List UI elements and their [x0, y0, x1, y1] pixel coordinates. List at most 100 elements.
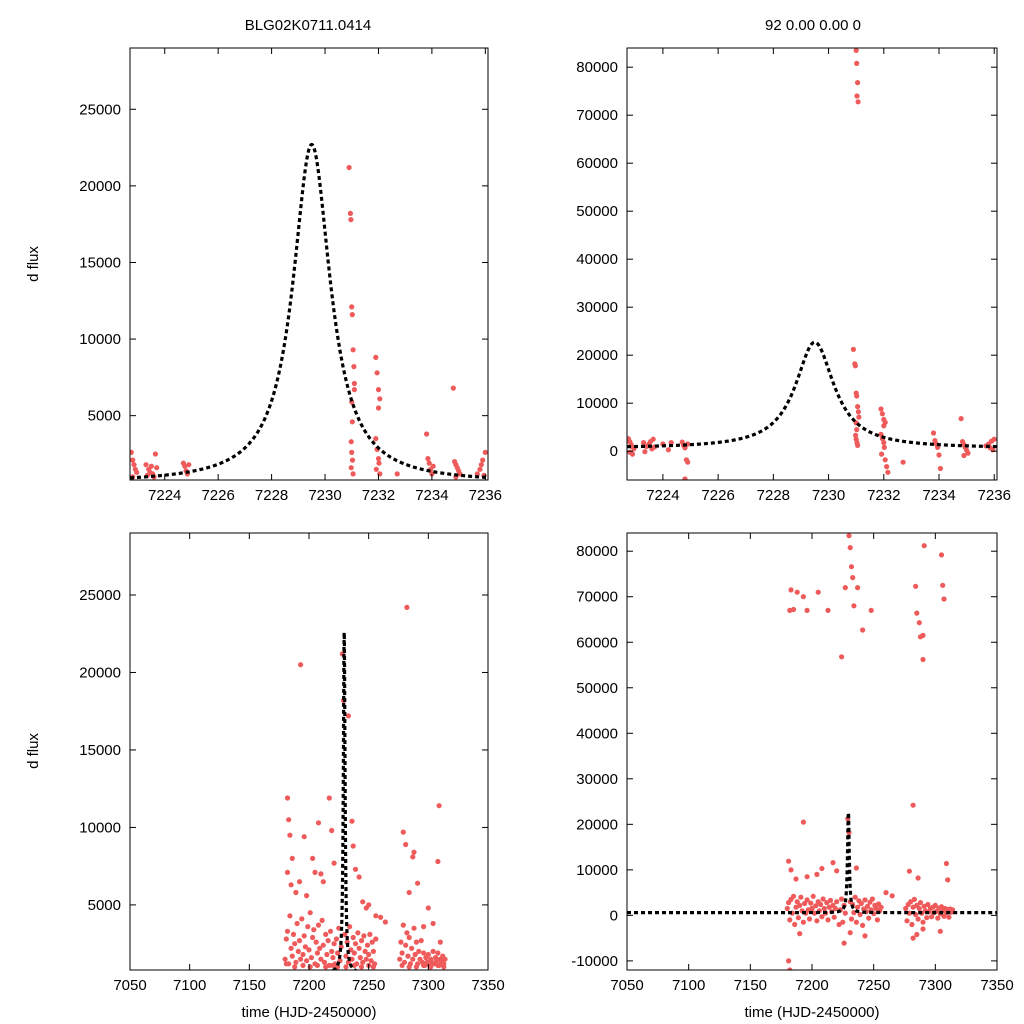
data-point	[797, 931, 803, 937]
data-point	[298, 662, 304, 668]
y-axis-label: d flux	[25, 733, 42, 769]
data-point	[352, 941, 359, 947]
data-point	[370, 964, 376, 970]
data-point	[310, 934, 316, 941]
plot-frame	[129, 532, 489, 971]
data-point	[349, 304, 355, 310]
plot-frame	[129, 47, 489, 481]
data-point	[317, 945, 323, 951]
data-point	[399, 950, 405, 956]
data-point	[958, 416, 964, 422]
data-point	[935, 915, 941, 921]
x-tick-label: 7224	[646, 487, 679, 504]
data-point	[811, 910, 818, 916]
data-point	[329, 827, 335, 834]
data-point	[841, 940, 847, 946]
data-point	[800, 919, 807, 925]
data-point	[304, 893, 310, 899]
data-point	[852, 363, 859, 369]
data-point	[307, 964, 313, 970]
data-point	[862, 933, 868, 939]
data-point	[804, 874, 810, 880]
data-point	[394, 471, 400, 477]
x-tick-label: 7234	[415, 487, 448, 504]
data-point	[286, 817, 292, 823]
data-point	[413, 964, 419, 970]
y-tick-label: 0	[610, 907, 618, 924]
data-point	[331, 860, 337, 866]
data-point	[292, 941, 298, 947]
data-point	[352, 866, 359, 872]
plot-area	[282, 604, 448, 970]
data-point	[424, 431, 430, 437]
data-point	[879, 451, 885, 457]
data-point	[289, 855, 295, 862]
y-tick-label: 10000	[576, 395, 618, 412]
y-tick-label: 20000	[79, 178, 121, 195]
x-axis-label: time (HJD-2450000)	[241, 1004, 376, 1021]
data-point	[855, 904, 861, 910]
data-point	[869, 896, 876, 902]
data-point	[825, 917, 831, 923]
data-point	[881, 444, 887, 450]
data-point	[916, 620, 922, 626]
x-tick-label: 7200	[292, 977, 325, 994]
plot-area	[627, 48, 997, 480]
data-point	[854, 427, 860, 433]
data-point	[929, 914, 935, 920]
data-point	[878, 904, 884, 910]
y-tick-label: 20000	[576, 347, 618, 364]
data-point	[351, 380, 357, 387]
data-point	[300, 951, 306, 958]
data-point	[410, 854, 416, 860]
data-point	[834, 868, 840, 874]
data-point	[421, 950, 427, 956]
data-point	[815, 589, 821, 595]
data-point	[904, 918, 910, 924]
data-point	[435, 858, 441, 865]
data-point	[804, 897, 810, 903]
data-point	[852, 894, 858, 900]
data-point	[349, 457, 356, 463]
data-point	[375, 387, 382, 393]
data-point	[685, 459, 691, 465]
data-point	[358, 938, 365, 944]
data-point	[293, 889, 299, 896]
x-tick-label: 7100	[173, 977, 206, 994]
data-point	[945, 877, 951, 883]
y-tick-label: 50000	[576, 203, 618, 220]
data-point	[808, 900, 814, 906]
data-point	[879, 411, 886, 417]
data-point	[349, 312, 355, 318]
data-point	[903, 905, 909, 912]
data-point	[932, 902, 938, 909]
x-tick-label: 7050	[610, 977, 643, 994]
data-point	[941, 596, 947, 602]
data-point	[295, 948, 301, 955]
data-point	[364, 942, 371, 948]
y-tick-label: 30000	[576, 299, 618, 316]
data-point	[370, 948, 376, 955]
data-point	[403, 942, 409, 948]
data-point	[284, 795, 291, 801]
data-point	[290, 931, 297, 938]
data-point	[629, 451, 636, 457]
x-tick-label: 7226	[201, 487, 234, 504]
data-point	[182, 463, 188, 469]
data-point	[787, 967, 793, 970]
data-point	[320, 942, 326, 948]
data-point	[425, 905, 431, 911]
data-point	[441, 964, 447, 970]
data-point	[311, 927, 317, 933]
data-point	[914, 931, 920, 938]
data-point	[425, 951, 431, 958]
x-tick-label: 7226	[701, 487, 734, 504]
data-point	[307, 910, 313, 916]
x-tick-label: 7250	[857, 977, 890, 994]
y-tick-label: -10000	[571, 953, 618, 970]
data-point	[404, 930, 410, 936]
data-point	[308, 955, 314, 961]
y-tick-label: 20000	[79, 664, 121, 681]
data-point	[827, 897, 834, 904]
data-point	[356, 874, 362, 880]
